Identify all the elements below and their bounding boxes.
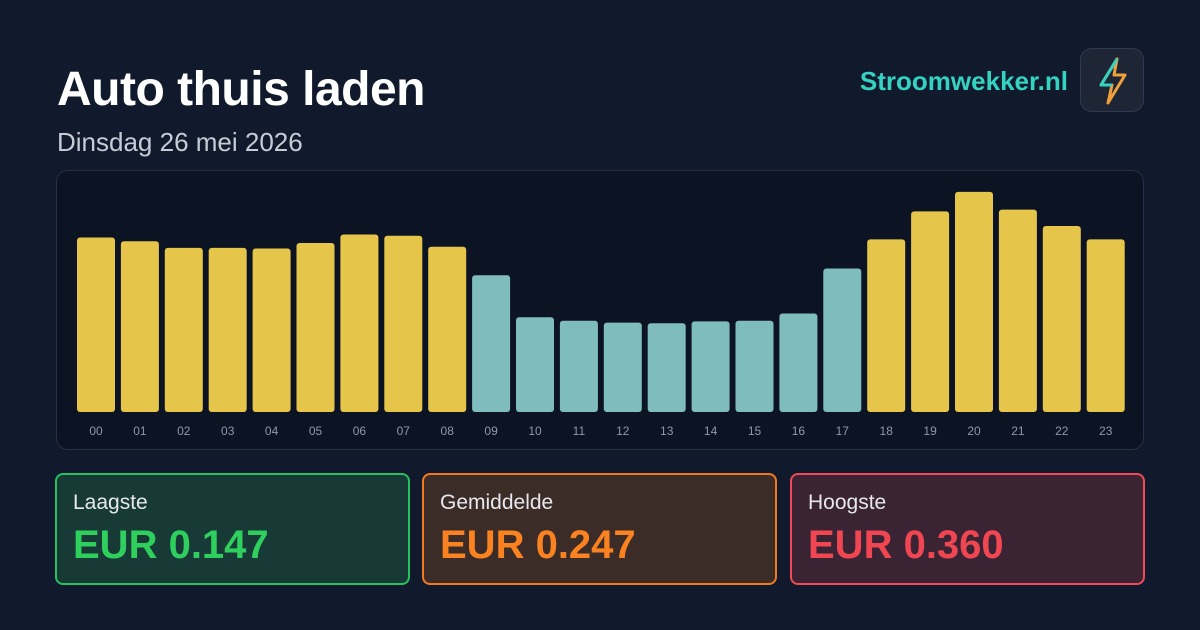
bar-23 <box>1086 239 1125 412</box>
x-tick-label-19: 19 <box>923 424 937 438</box>
x-tick-label-15: 15 <box>748 424 762 438</box>
x-tick-label-17: 17 <box>836 424 850 438</box>
bar-18 <box>867 239 906 412</box>
x-tick-label-12: 12 <box>616 424 630 438</box>
x-tick-label-11: 11 <box>573 424 586 438</box>
bar-02 <box>164 247 203 412</box>
brand-name[interactable]: Stroomwekker.nl <box>859 66 1068 96</box>
bar-07 <box>384 235 423 412</box>
x-tick-label-21: 21 <box>1011 424 1025 438</box>
bar-03 <box>208 247 247 412</box>
bar-05 <box>296 243 335 412</box>
x-tick-label-16: 16 <box>792 424 806 438</box>
x-tick-label-05: 05 <box>309 424 323 438</box>
x-tick-label-09: 09 <box>484 424 498 438</box>
bar-20 <box>955 191 993 412</box>
page-title: Auto thuis laden <box>57 63 425 116</box>
bar-00 <box>77 237 115 412</box>
lowest-price-value: EUR 0.147 <box>73 523 269 567</box>
lowest-price-card: Laagste EUR 0.147 <box>55 473 410 585</box>
lowest-price-label: Laagste <box>73 491 148 514</box>
page-subtitle: Dinsdag 26 mei 2026 <box>57 127 303 157</box>
bar-14 <box>691 321 730 412</box>
x-tick-label-00: 00 <box>89 424 103 438</box>
bar-21 <box>998 209 1037 412</box>
bar-12 <box>603 322 642 412</box>
x-tick-label-04: 04 <box>265 424 279 438</box>
bar-22 <box>1042 226 1081 412</box>
average-price-card: Gemiddelde EUR 0.247 <box>422 473 777 585</box>
price-chart: 00 01 02 03 04 05 06 07 08 09 10 11 12 13 14 15 16 17 18 19… <box>56 170 1144 450</box>
highest-price-label: Hoogste <box>808 491 887 514</box>
bar-11 <box>559 320 598 412</box>
highest-price-value: EUR 0.360 <box>808 523 1004 567</box>
x-tick-label-14: 14 <box>704 424 718 438</box>
average-price-label: Gemiddelde <box>440 491 554 514</box>
highest-price-card: Hoogste EUR 0.360 <box>790 473 1145 585</box>
x-tick-label-01: 01 <box>133 424 147 438</box>
x-tick-label-20: 20 <box>967 424 981 438</box>
bar-04 <box>252 248 291 412</box>
bar-08 <box>428 246 467 412</box>
average-price-value: EUR 0.247 <box>440 523 636 567</box>
bar-13 <box>647 323 686 412</box>
x-tick-label-08: 08 <box>441 424 455 438</box>
bar-15 <box>735 320 774 412</box>
x-tick-label-18: 18 <box>880 424 894 438</box>
bar-17 <box>823 268 862 412</box>
x-tick-label-22: 22 <box>1055 424 1069 438</box>
bar-10 <box>516 317 554 412</box>
x-tick-label-06: 06 <box>353 424 367 438</box>
bar-16 <box>779 313 818 412</box>
bar-19 <box>911 211 950 412</box>
x-tick-label-07: 07 <box>397 424 411 438</box>
bar-06 <box>340 234 379 412</box>
lightning-bolt-icon <box>1080 48 1144 112</box>
bar-09 <box>472 275 511 412</box>
x-tick-label-03: 03 <box>221 424 235 438</box>
x-tick-label-23: 23 <box>1099 424 1113 438</box>
x-tick-label-13: 13 <box>660 424 674 438</box>
x-tick-label-10: 10 <box>528 424 542 438</box>
bar-01 <box>120 241 159 412</box>
price-chart-svg: 00 01 02 03 04 05 06 07 08 09 10 11 12 13 14 15 16 17 18 19… <box>77 191 1125 438</box>
x-tick-label-02: 02 <box>177 424 191 438</box>
